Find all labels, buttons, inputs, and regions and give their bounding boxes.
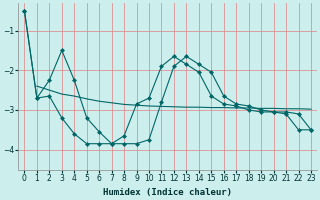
X-axis label: Humidex (Indice chaleur): Humidex (Indice chaleur) <box>103 188 232 197</box>
